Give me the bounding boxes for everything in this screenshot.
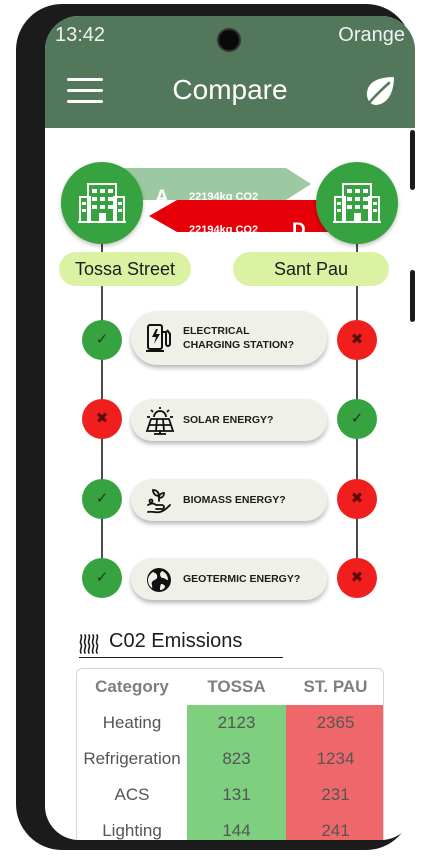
- row-st-pau-value: 2365: [286, 705, 383, 741]
- globe-icon: [147, 568, 171, 592]
- emissions-table: Category TOSSA ST. PAU Heating 2123 2365…: [76, 668, 384, 840]
- volume-button: [410, 270, 415, 322]
- header-st-pau: ST. PAU: [303, 677, 368, 696]
- row-st-pau-value: 231: [286, 777, 383, 813]
- row-tossa-value: 2123: [187, 705, 286, 741]
- phone-frame: 13:42 Orange Compare A 22194kg CO2: [16, 4, 415, 850]
- feature-biomass-energy[interactable]: BIOMASS ENERGY?: [131, 479, 327, 521]
- feature-label: BIOMASS ENERGY?: [183, 494, 286, 506]
- grade-arrow-right: [149, 200, 339, 232]
- feature-geotermic-energy[interactable]: GEOTERMIC ENERGY?: [131, 558, 327, 600]
- row-category: Heating: [102, 713, 162, 732]
- row-tossa-value: 823: [187, 741, 286, 777]
- feature-label: ELECTRICAL CHARGING STATION?: [183, 325, 295, 351]
- row-st-pau-value: 241: [286, 813, 383, 840]
- header-category: Category: [95, 677, 169, 696]
- row-category: Lighting: [102, 821, 162, 840]
- grade-right: D: [292, 220, 306, 241]
- leaf-icon[interactable]: [363, 74, 397, 108]
- emissions-title: C02 Emissions: [109, 630, 243, 652]
- row-category: Refrigeration: [83, 749, 181, 768]
- status-time: 13:42: [55, 24, 106, 46]
- table-row: Lighting 144 241: [77, 813, 383, 840]
- feature-solar-right-status: ✓: [337, 399, 377, 439]
- co2-right: 22194kg CO2: [189, 224, 259, 236]
- ev-charger-icon: [146, 324, 171, 352]
- app-bar: 13:42 Orange Compare: [45, 16, 415, 128]
- feature-geotermic-left-status: ✓: [82, 558, 122, 598]
- page-title: Compare: [172, 74, 288, 105]
- table-row: ACS 131 231: [77, 777, 383, 813]
- feature-biomass-right-status: ✖: [337, 479, 377, 519]
- row-tossa-value: 144: [187, 813, 286, 840]
- grade-left: A: [155, 187, 169, 208]
- building-right-name[interactable]: Sant Pau: [233, 252, 389, 286]
- building-left-name[interactable]: Tossa Street: [59, 252, 191, 286]
- feature-electrical-right-status: ✖: [337, 320, 377, 360]
- feature-biomass-left-status: ✓: [82, 479, 122, 519]
- building-left-icon: [61, 162, 143, 244]
- biomass-icon: [147, 489, 171, 514]
- grade-arrow-left: [121, 168, 311, 200]
- row-tossa-value: 131: [187, 777, 286, 813]
- feature-solar-energy[interactable]: SOLAR ENERGY?: [131, 399, 327, 441]
- screen: 13:42 Orange Compare A 22194kg CO2: [45, 16, 415, 840]
- feature-geotermic-right-status: ✖: [337, 558, 377, 598]
- table-header-row: Category TOSSA ST. PAU: [77, 669, 383, 705]
- heat-waves-icon: [79, 634, 99, 654]
- solar-panel-icon: [145, 407, 175, 435]
- front-camera: [217, 28, 241, 52]
- feature-label: GEOTERMIC ENERGY?: [183, 573, 301, 585]
- feature-solar-left-status: ✖: [82, 399, 122, 439]
- table-row: Heating 2123 2365: [77, 705, 383, 741]
- row-category: ACS: [114, 785, 150, 804]
- compare-content: A 22194kg CO2 22194kg CO2 D: [45, 128, 415, 840]
- feature-electrical-charging[interactable]: ELECTRICAL CHARGING STATION?: [131, 311, 327, 365]
- power-button: [410, 130, 415, 190]
- building-right-icon: [316, 162, 398, 244]
- emissions-heading: C02 Emissions: [79, 628, 283, 658]
- table-row: Refrigeration 823 1234: [77, 741, 383, 777]
- row-st-pau-value: 1234: [286, 741, 383, 777]
- header-tossa: TOSSA: [207, 677, 266, 696]
- status-carrier: Orange: [338, 24, 405, 46]
- hamburger-menu-icon[interactable]: [67, 78, 103, 104]
- feature-label: SOLAR ENERGY?: [183, 414, 274, 426]
- feature-electrical-left-status: ✓: [82, 320, 122, 360]
